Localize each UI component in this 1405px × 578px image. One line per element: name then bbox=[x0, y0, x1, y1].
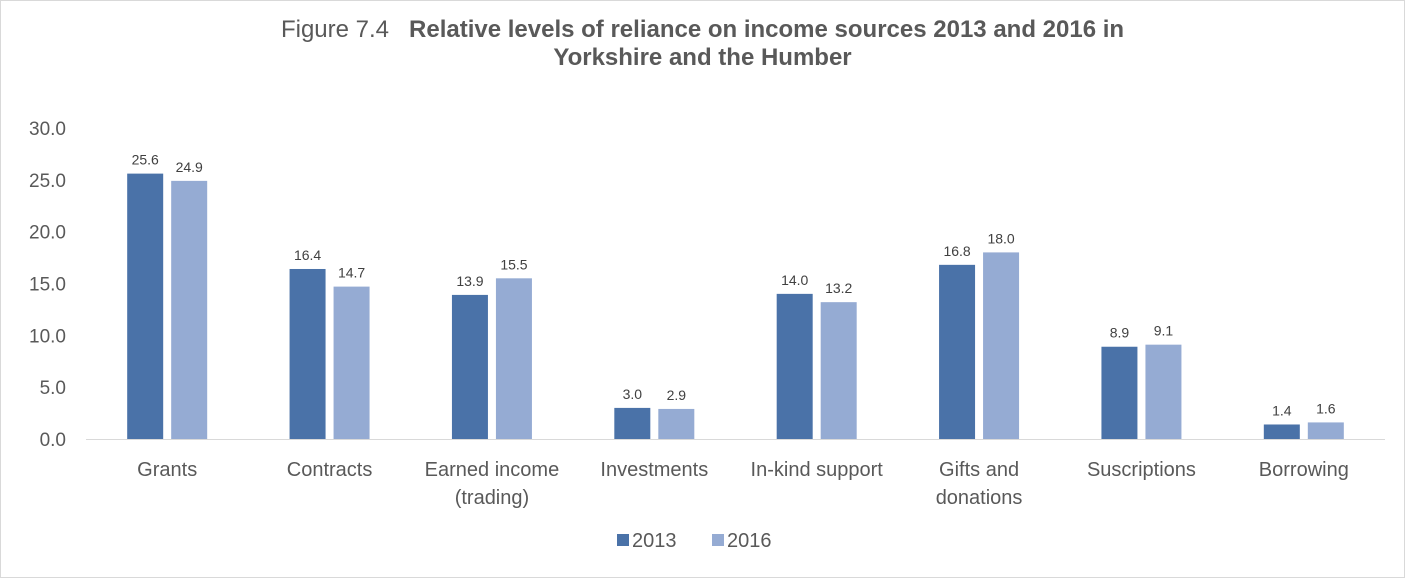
bar-2016 bbox=[1307, 422, 1344, 439]
y-tick-label: 30.0 bbox=[29, 119, 66, 140]
y-tick-label: 10.0 bbox=[29, 326, 66, 347]
bar-2013 bbox=[127, 173, 164, 439]
y-tick-label: 20.0 bbox=[29, 223, 66, 244]
bar-2016 bbox=[1145, 344, 1182, 439]
bar-2016 bbox=[495, 278, 532, 439]
category-label: Contracts bbox=[287, 459, 373, 481]
legend-label-2016: 2016 bbox=[727, 530, 772, 552]
y-tick-label: 25.0 bbox=[29, 171, 66, 192]
data-label-2016: 1.6 bbox=[1316, 400, 1336, 416]
category-label: Grants bbox=[137, 459, 197, 481]
data-label-2013: 25.6 bbox=[132, 152, 159, 168]
legend-swatch-2016 bbox=[712, 534, 724, 546]
chart-title-line2: Yorkshire and the Humber bbox=[553, 44, 852, 71]
bar-2013 bbox=[289, 268, 326, 439]
data-label-2013: 14.0 bbox=[781, 272, 808, 288]
legend-label-2013: 2013 bbox=[632, 530, 677, 552]
data-label-2016: 15.5 bbox=[500, 256, 527, 272]
data-label-2013: 16.8 bbox=[943, 243, 970, 259]
bar-2013 bbox=[939, 264, 976, 439]
category-label: (trading) bbox=[455, 487, 529, 509]
bar-2013 bbox=[614, 407, 651, 439]
bar-2016 bbox=[171, 180, 208, 439]
bar-2016 bbox=[333, 286, 370, 439]
bar-2013 bbox=[451, 294, 488, 439]
data-label-2013: 16.4 bbox=[294, 247, 321, 263]
bar-2016 bbox=[658, 408, 695, 439]
y-tick-label: 0.0 bbox=[40, 430, 66, 451]
chart-title: Figure 7.4 Relative levels of reliance o… bbox=[0, 16, 1405, 72]
category-label: Earned income bbox=[425, 459, 560, 481]
data-label-2016: 18.0 bbox=[987, 230, 1014, 246]
y-tick-label: 15.0 bbox=[29, 275, 66, 296]
category-label: donations bbox=[936, 487, 1023, 509]
legend-swatch-2013 bbox=[617, 534, 629, 546]
data-label-2016: 24.9 bbox=[176, 159, 203, 175]
bar-2016 bbox=[983, 252, 1020, 439]
data-label-2016: 14.7 bbox=[338, 265, 365, 281]
bar-2013 bbox=[1101, 346, 1138, 439]
category-label: Borrowing bbox=[1259, 459, 1349, 481]
chart-title-line1: Relative levels of reliance on income so… bbox=[409, 16, 1125, 43]
category-label: Gifts and bbox=[939, 459, 1019, 481]
data-label-2016: 2.9 bbox=[667, 387, 687, 403]
data-label-2013: 3.0 bbox=[623, 386, 643, 402]
data-label-2013: 13.9 bbox=[456, 273, 483, 289]
data-label-2016: 9.1 bbox=[1154, 323, 1174, 339]
bar-2013 bbox=[776, 293, 813, 439]
category-label: In-kind support bbox=[751, 459, 884, 481]
category-label: Investments bbox=[600, 459, 708, 481]
category-label: Suscriptions bbox=[1087, 459, 1196, 481]
chart-title-prefix: Figure 7.4 bbox=[280, 16, 390, 43]
data-label-2013: 8.9 bbox=[1110, 325, 1130, 341]
bar-2016 bbox=[820, 302, 857, 439]
data-label-2013: 1.4 bbox=[1272, 402, 1292, 418]
bar-2013 bbox=[1263, 424, 1300, 439]
data-label-2016: 13.2 bbox=[825, 280, 852, 296]
y-tick-label: 5.0 bbox=[40, 378, 66, 399]
